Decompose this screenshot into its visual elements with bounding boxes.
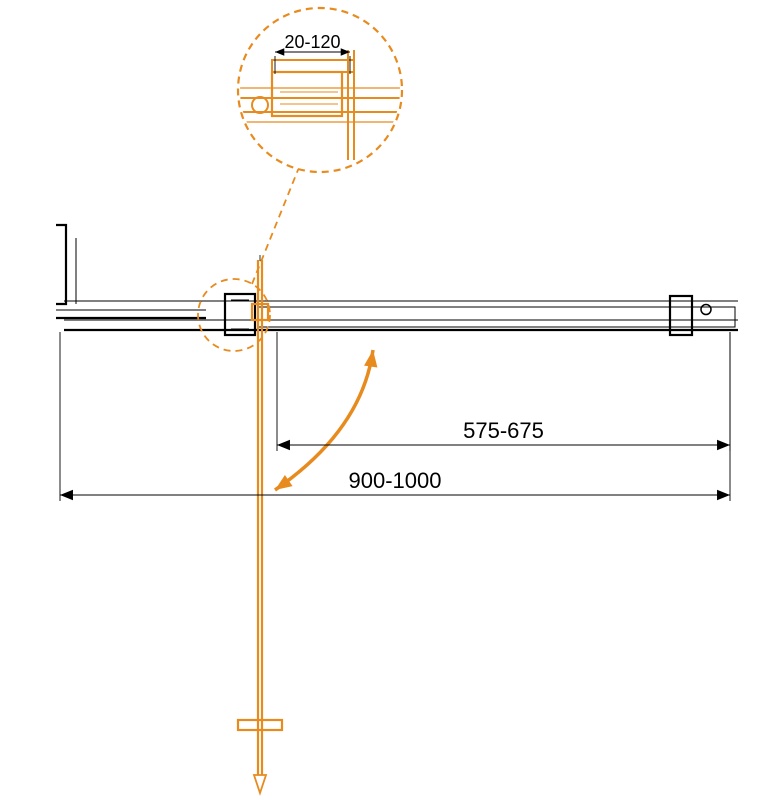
dimension-label: 900-1000 [349, 468, 442, 493]
sliding-panel [258, 307, 735, 327]
dimension: 900-1000 [60, 332, 730, 501]
end-roller [701, 305, 711, 315]
mount-bracket-outer [56, 225, 66, 304]
door-handle [238, 720, 282, 730]
door-tip [254, 775, 266, 793]
detail-dimension-label: 20-120 [284, 32, 340, 52]
detail-leader [252, 165, 300, 284]
dimension-label: 575-675 [463, 418, 544, 443]
dimension: 575-675 [277, 332, 730, 451]
detail-callout-circle [198, 279, 270, 351]
